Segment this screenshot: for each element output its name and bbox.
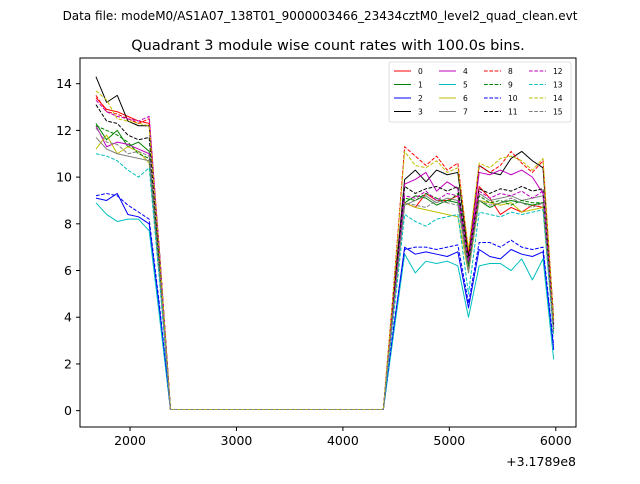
- series-line-2: [95, 192, 555, 410]
- legend-label: 12: [553, 67, 563, 76]
- legend-label: 2: [418, 94, 423, 103]
- x-offset-label: +3.1789e8: [506, 454, 576, 469]
- x-tick-label: 3000: [221, 433, 253, 448]
- series-line-4: [95, 125, 555, 410]
- legend-label: 4: [463, 67, 468, 76]
- series-line-9: [95, 125, 555, 410]
- y-tick-label: 10: [56, 170, 72, 185]
- y-tick-label: 14: [56, 76, 72, 91]
- legend-label: 9: [508, 81, 513, 90]
- y-tick-label: 4: [64, 310, 72, 325]
- chart-title: Quadrant 3 module wise count rates with …: [131, 38, 525, 54]
- y-tick-label: 6: [64, 263, 72, 278]
- axes-frame: [79, 57, 577, 428]
- legend-label: 11: [508, 108, 518, 117]
- legend-label: 7: [463, 108, 468, 117]
- y-tick-label: 2: [64, 356, 72, 371]
- x-tick-label: 2000: [114, 433, 146, 448]
- legend-label: 8: [508, 67, 513, 76]
- series-group: [95, 76, 555, 410]
- suptitle: Data file: modeM0/AS1A07_138T01_90000034…: [63, 9, 578, 23]
- x-tick-label: 4000: [327, 433, 359, 448]
- legend-label: 1: [418, 81, 423, 90]
- legend-label: 3: [418, 108, 423, 117]
- series-line-6: [95, 134, 555, 410]
- legend-label: 5: [463, 81, 468, 90]
- series-line-7: [95, 137, 555, 410]
- legend-label: 6: [463, 94, 468, 103]
- legend-label: 0: [418, 67, 423, 76]
- legend-label: 14: [553, 94, 563, 103]
- series-line-1: [95, 123, 555, 410]
- x-tick-label: 5000: [433, 433, 465, 448]
- y-tick-label: 12: [56, 123, 72, 138]
- series-line-10: [95, 192, 555, 410]
- legend-frame: [388, 61, 572, 123]
- x-tick-label: 6000: [540, 433, 572, 448]
- series-line-5: [95, 202, 555, 410]
- y-axis: 0 2 4 6 8 10 12 14: [56, 76, 80, 418]
- y-tick-label: 0: [64, 403, 72, 418]
- legend-label: 15: [553, 108, 563, 117]
- legend-label: 13: [553, 81, 563, 90]
- x-axis: 2000 3000 4000 5000 6000: [114, 427, 572, 448]
- y-tick-label: 8: [64, 216, 72, 231]
- legend-label: 10: [508, 94, 518, 103]
- series-line-13: [95, 153, 555, 410]
- series-line-15: [95, 127, 555, 410]
